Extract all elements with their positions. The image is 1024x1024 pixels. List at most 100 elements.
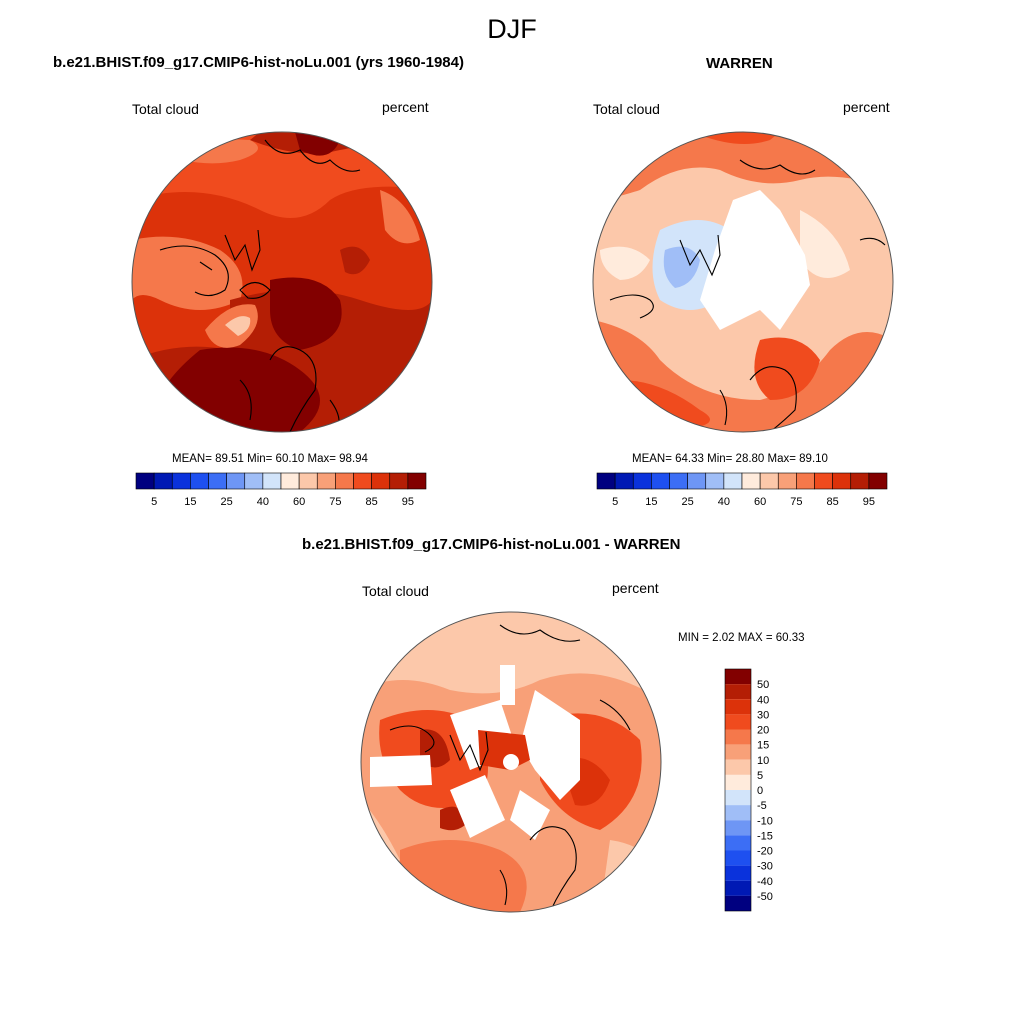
- panel-obs-variable-label: Total cloud: [593, 101, 660, 117]
- map-diff: [360, 611, 662, 913]
- colorbar-swatch: [759, 472, 779, 490]
- colorbar-tick-label: -50: [757, 891, 773, 903]
- colorbar-tick-label: 25: [682, 496, 694, 508]
- colorbar-model: 5 15 25 40 60 75 85 95: [135, 472, 427, 508]
- colorbar-swatch: [725, 835, 751, 851]
- colorbar-swatch: [651, 472, 670, 490]
- colorbar-swatch: [190, 472, 209, 490]
- colorbar-swatch: [171, 472, 191, 490]
- map-diff-rim: [360, 611, 662, 913]
- colorbar-swatch: [407, 472, 427, 490]
- map-model: [131, 131, 433, 433]
- colorbar-tick-label: 40: [257, 496, 269, 508]
- colorbar-swatch: [850, 472, 870, 490]
- map-obs-coastlines: [609, 159, 886, 432]
- panel-diff-stats: MIN = 2.02 MAX = 60.33: [678, 632, 805, 644]
- map-diff-coastlines: [389, 624, 631, 912]
- panel-model-units-label: percent: [382, 99, 429, 115]
- colorbar-tick-label: 10: [757, 755, 769, 767]
- map-model-coastlines: [159, 139, 361, 432]
- colorbar-swatch: [153, 472, 173, 490]
- colorbar-tick-label: 0: [757, 785, 763, 797]
- colorbar-swatch: [389, 472, 409, 490]
- colorbar-swatch: [725, 895, 751, 911]
- colorbar-tick-label: 5: [151, 496, 157, 508]
- colorbar-swatch: [725, 744, 751, 760]
- colorbar-swatch: [298, 472, 318, 490]
- colorbar-swatch: [262, 472, 282, 490]
- colorbar-swatch: [832, 472, 852, 490]
- colorbar-frame: [724, 668, 752, 912]
- colorbar-tick-label: -20: [757, 846, 773, 858]
- colorbar-swatch: [777, 472, 797, 490]
- colorbar-tick-label: 75: [790, 496, 802, 508]
- map-model-field: [132, 132, 432, 432]
- colorbar-tick-label: 60: [293, 496, 305, 508]
- panel-diff-units-label: percent: [612, 580, 659, 596]
- colorbar-tick-label: 15: [645, 496, 657, 508]
- colorbar-swatch: [335, 472, 354, 490]
- colorbar-tick-label: -10: [757, 815, 773, 827]
- colorbar-swatch: [725, 790, 751, 806]
- colorbar-swatch: [725, 699, 751, 715]
- colorbar-swatch: [135, 472, 155, 490]
- colorbar-swatch: [687, 472, 707, 490]
- colorbar-tick-label: -40: [757, 876, 773, 888]
- colorbar-swatch: [725, 729, 751, 745]
- colorbar-swatch: [814, 472, 833, 490]
- panel-model-stats: MEAN= 89.51 Min= 60.10 Max= 98.94: [172, 453, 368, 465]
- colorbar-tick-label: 30: [757, 709, 769, 721]
- panel-obs-stats: MEAN= 64.33 Min= 28.80 Max= 89.10: [632, 453, 828, 465]
- colorbar-swatch: [371, 472, 391, 490]
- colorbar-tick-label: 40: [757, 694, 769, 706]
- figure-title: DJF: [487, 14, 537, 44]
- colorbar-swatch: [632, 472, 652, 490]
- colorbar-swatch: [725, 805, 751, 821]
- colorbar-tick-label: -30: [757, 861, 773, 873]
- colorbar-tick-label: 95: [863, 496, 875, 508]
- colorbar-tick-label: 5: [757, 770, 763, 782]
- colorbar-tick-label: -5: [757, 800, 767, 812]
- colorbar-swatch: [614, 472, 634, 490]
- panel-diff-title: b.e21.BHIST.f09_g17.CMIP6-hist-noLu.001 …: [302, 536, 681, 553]
- colorbar-swatch: [705, 472, 725, 490]
- colorbar-tick-label: 5: [612, 496, 618, 508]
- map-model-rim: [131, 131, 433, 433]
- colorbar-tick-label: 50: [757, 679, 769, 691]
- colorbar-swatch: [208, 472, 227, 490]
- colorbar-tick-label: 60: [754, 496, 766, 508]
- map-obs: [592, 131, 894, 433]
- map-obs-rim: [592, 131, 894, 433]
- colorbar-swatch: [669, 472, 688, 490]
- colorbar-swatch: [723, 472, 743, 490]
- map-obs-field: [593, 132, 893, 432]
- panel-model-title: b.e21.BHIST.f09_g17.CMIP6-hist-noLu.001 …: [53, 54, 464, 71]
- colorbar-swatch: [596, 472, 616, 490]
- colorbar-swatch: [741, 472, 761, 490]
- panel-obs-units-label: percent: [843, 99, 890, 115]
- colorbar-swatch: [725, 684, 751, 700]
- colorbar-swatch: [725, 714, 751, 730]
- colorbar-obs: 5 15 25 40 60 75 85 95: [596, 472, 888, 508]
- colorbar-swatch: [725, 774, 751, 790]
- colorbar-tick-label: -15: [757, 830, 773, 842]
- colorbar-swatch: [280, 472, 300, 490]
- colorbar-swatch: [316, 472, 336, 490]
- colorbar-tick-label: 15: [184, 496, 196, 508]
- colorbar-swatch: [725, 759, 751, 775]
- colorbar-tick-label: 75: [329, 496, 341, 508]
- colorbar-tick-label: 15: [757, 740, 769, 752]
- colorbar-swatch: [226, 472, 246, 490]
- colorbar-swatch: [868, 472, 888, 490]
- map-diff-field: [361, 612, 661, 912]
- panel-diff-variable-label: Total cloud: [362, 583, 429, 599]
- colorbar-swatch: [244, 472, 264, 490]
- panel-model-variable-label: Total cloud: [132, 101, 199, 117]
- colorbar-swatch: [725, 669, 751, 685]
- colorbar-swatch: [353, 472, 372, 490]
- colorbar-swatch: [725, 880, 751, 896]
- colorbar-tick-label: 25: [221, 496, 233, 508]
- colorbar-tick-label: 85: [827, 496, 839, 508]
- colorbar-tick-label: 85: [366, 496, 378, 508]
